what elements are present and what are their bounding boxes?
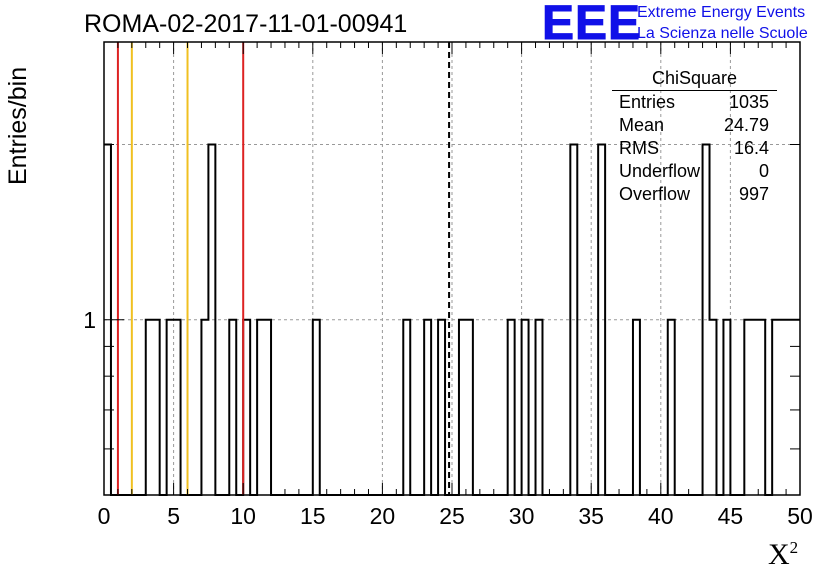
histogram-bin bbox=[723, 320, 730, 495]
stats-title: ChiSquare bbox=[612, 68, 777, 91]
histogram-bin bbox=[751, 320, 758, 495]
x-tick-label: 40 bbox=[648, 503, 674, 529]
histogram-bin bbox=[779, 320, 786, 495]
histogram-bin bbox=[153, 320, 160, 495]
x-tick-label: 50 bbox=[787, 503, 813, 529]
x-axis-label: X2 bbox=[768, 538, 798, 572]
logo-line-2: La Scienza nelle Scuole bbox=[637, 25, 808, 42]
stats-label: Underflow bbox=[619, 161, 701, 181]
histogram-bin bbox=[522, 320, 529, 495]
x-tick-label: 25 bbox=[439, 503, 465, 529]
x-tick-label: 35 bbox=[578, 503, 604, 529]
histogram-bin bbox=[424, 320, 431, 495]
stats-row: RMS 16.4 bbox=[612, 137, 777, 160]
x-tick-label: 10 bbox=[230, 503, 256, 529]
x-axis-label-sup: 2 bbox=[789, 538, 799, 557]
stats-value: 0 bbox=[758, 161, 769, 181]
histogram-bin bbox=[758, 320, 765, 495]
stats-value: 24.79 bbox=[723, 115, 769, 135]
stats-row: Mean 24.79 bbox=[612, 114, 777, 137]
histogram-bin bbox=[174, 320, 181, 495]
histogram-bin bbox=[167, 320, 174, 495]
stats-value: 1035 bbox=[728, 92, 769, 112]
histogram-bin bbox=[772, 320, 779, 495]
histogram-bin bbox=[264, 320, 271, 495]
histogram-bin bbox=[744, 320, 751, 495]
stats-box: ChiSquare Entries 1035 Mean 24.79 RMS 16.4 … bbox=[612, 68, 777, 206]
histogram-bin bbox=[243, 320, 250, 495]
histogram-bin bbox=[536, 320, 543, 495]
x-tick-label: 5 bbox=[167, 503, 180, 529]
stats-label: Entries bbox=[619, 92, 676, 112]
stats-value: 16.4 bbox=[733, 138, 769, 158]
stats-row: Entries 1035 bbox=[612, 91, 777, 114]
y-axis-label: Entries/bin bbox=[4, 66, 32, 185]
eee-logo: EEE bbox=[541, 0, 642, 50]
x-tick-label: 20 bbox=[370, 503, 396, 529]
histogram-bin bbox=[313, 320, 320, 495]
x-tick-label: 30 bbox=[509, 503, 535, 529]
histogram-bin bbox=[257, 320, 264, 495]
x-axis-label-base: X bbox=[768, 538, 790, 571]
x-tick-label: 15 bbox=[300, 503, 326, 529]
histogram-bin bbox=[403, 320, 410, 495]
stats-value: 997 bbox=[738, 184, 769, 204]
logo-caption: Extreme Energy Events La Scienza nelle S… bbox=[637, 2, 808, 44]
logo-line-1: Extreme Energy Events bbox=[637, 4, 806, 21]
histogram-bin bbox=[710, 320, 717, 495]
histogram-bin bbox=[633, 320, 640, 495]
stats-label: Overflow bbox=[619, 184, 691, 204]
histogram-bin bbox=[146, 320, 153, 495]
histogram-bin bbox=[668, 320, 675, 495]
histogram-bin bbox=[508, 320, 515, 495]
chart-title: ROMA-02-2017-11-01-00941 bbox=[84, 10, 408, 38]
stats-label: RMS bbox=[619, 138, 659, 158]
stats-row: Underflow 0 bbox=[612, 160, 777, 183]
x-tick-label: 0 bbox=[98, 503, 111, 529]
stats-label: Mean bbox=[619, 115, 665, 135]
stats-row: Overflow 997 bbox=[612, 183, 777, 206]
histogram-bin bbox=[459, 320, 466, 495]
histogram-bin bbox=[438, 320, 445, 495]
y-tick-label: 1 bbox=[83, 307, 96, 333]
histogram-bin bbox=[466, 320, 473, 495]
x-tick-label: 45 bbox=[718, 503, 744, 529]
histogram-bin bbox=[201, 320, 208, 495]
histogram-bin bbox=[229, 320, 236, 495]
